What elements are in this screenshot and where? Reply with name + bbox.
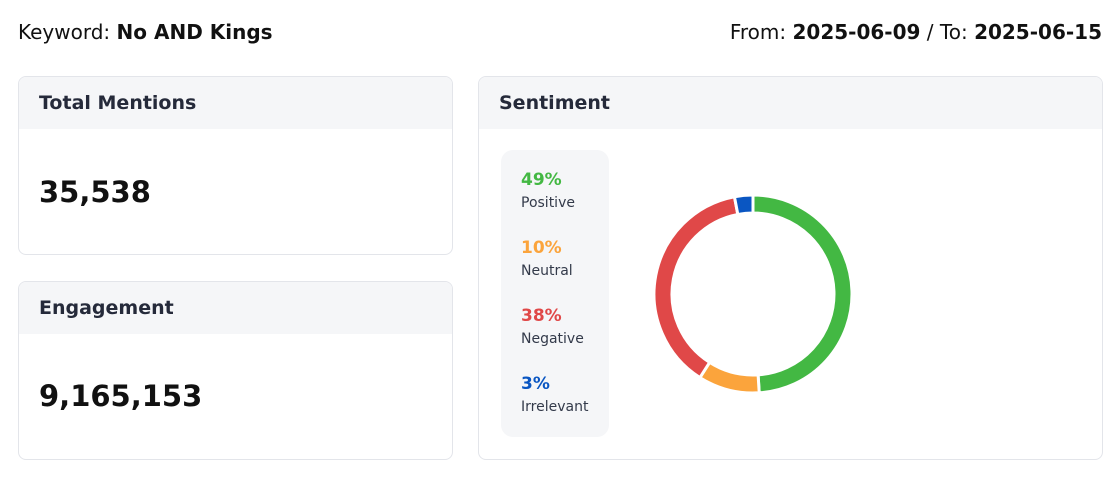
from-label: From: <box>729 20 787 44</box>
legend-label: Negative <box>521 331 584 347</box>
total-mentions-value: 35,538 <box>39 175 151 209</box>
keyword-display: Keyword: No AND Kings <box>18 20 273 44</box>
card-title: Sentiment <box>479 77 1102 129</box>
legend-percent: 3% <box>521 374 550 394</box>
keyword-label: Keyword: <box>18 20 111 44</box>
legend-percent: 49% <box>521 170 562 190</box>
date-range: From: 2025-06-09 / To: 2025-06-15 <box>730 20 1102 44</box>
legend-percent: 10% <box>521 238 562 258</box>
sentiment-legend: 49% Positive 10% Neutral 38% Negative 3% Irrele… <box>501 150 609 437</box>
legend-item-positive: 49% Positive <box>521 170 575 211</box>
card-title: Total Mentions <box>19 77 452 129</box>
legend-label: Irrelevant <box>521 399 589 415</box>
donut-slice-negative[interactable] <box>652 194 740 380</box>
card-title: Engagement <box>19 282 452 334</box>
to-date: 2025-06-15 <box>974 20 1102 44</box>
legend-item-neutral: 10% Neutral <box>521 238 573 279</box>
donut-slice-neutral[interactable] <box>697 360 761 395</box>
date-separator: / <box>926 20 934 44</box>
engagement-card: Engagement 9,165,153 <box>18 281 453 460</box>
legend-percent: 38% <box>521 306 562 326</box>
from-date: 2025-06-09 <box>792 20 921 44</box>
engagement-value: 9,165,153 <box>39 379 203 413</box>
sentiment-card: Sentiment 49% Positive 10% Neutral 38% Negati… <box>478 76 1103 460</box>
legend-label: Neutral <box>521 263 573 279</box>
donut-slice-irrelevant[interactable] <box>732 193 755 217</box>
donut-slice-positive[interactable] <box>751 193 854 395</box>
legend-label: Positive <box>521 195 575 211</box>
legend-item-negative: 38% Negative <box>521 306 584 347</box>
sentiment-donut-chart <box>652 193 854 395</box>
to-label: To: <box>939 20 968 44</box>
keyword-value: No AND Kings <box>116 20 273 44</box>
legend-item-irrelevant: 3% Irrelevant <box>521 374 588 415</box>
total-mentions-card: Total Mentions 35,538 <box>18 76 453 255</box>
